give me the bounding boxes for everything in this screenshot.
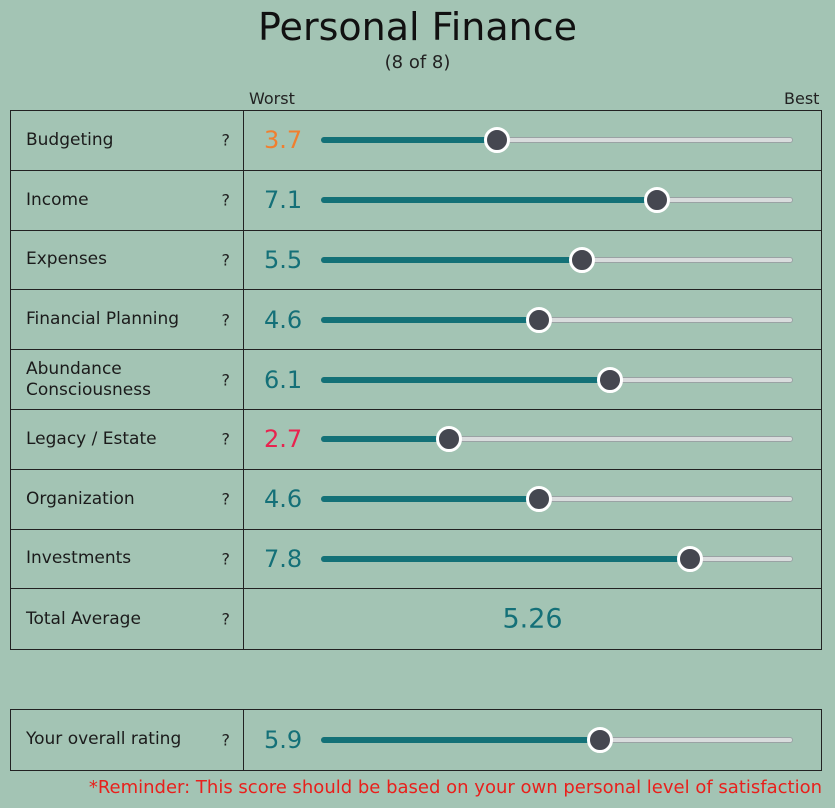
reminder-note: *Reminder: This score should be based on… <box>88 777 822 798</box>
help-icon[interactable]: ? <box>221 429 231 449</box>
help-icon[interactable]: ? <box>221 549 231 569</box>
slider-thumb[interactable] <box>677 545 704 572</box>
rating-row-budgeting: Budgeting ? 3.7 <box>11 111 821 171</box>
slider-thumb[interactable] <box>526 306 553 333</box>
overall-rating-row: Your overall rating ? 5.9 <box>11 710 821 770</box>
help-icon[interactable]: ? <box>221 730 231 750</box>
rating-slider[interactable] <box>321 545 793 572</box>
scale-min-label: Worst <box>249 89 295 108</box>
rating-table: Budgeting ? 3.7 Income ? 7.1 Expenses ? <box>10 110 822 651</box>
overall-rating-box: Your overall rating ? 5.9 <box>10 709 822 771</box>
slider-fill <box>321 736 600 743</box>
scale-max-label: Best <box>784 89 820 108</box>
rating-row-investments: Investments ? 7.8 <box>11 529 821 590</box>
slider-thumb[interactable] <box>644 187 671 214</box>
score-value: 7.8 <box>264 544 303 573</box>
help-icon[interactable]: ? <box>221 190 231 210</box>
rating-slider[interactable] <box>321 306 793 333</box>
slider-fill <box>321 555 690 562</box>
total-average-label: Total Average <box>26 608 141 629</box>
category-label: Expenses <box>26 249 107 270</box>
rating-row-financial-planning: Financial Planning ? 4.6 <box>11 290 821 351</box>
overall-score-value: 5.9 <box>264 725 303 754</box>
rating-row-income: Income ? 7.1 <box>11 170 821 231</box>
slider-thumb[interactable] <box>483 127 510 154</box>
rating-row-abundance-consciousness: Abundance Consciousness ? 6.1 <box>11 350 821 410</box>
score-value: 2.7 <box>264 425 303 454</box>
slider-fill <box>321 197 657 204</box>
slider-fill <box>321 496 539 503</box>
score-value: 4.6 <box>264 485 303 514</box>
category-label: Financial Planning <box>26 309 180 330</box>
category-label: Legacy / Estate <box>26 428 157 449</box>
help-icon[interactable]: ? <box>221 130 231 150</box>
slider-thumb[interactable] <box>526 486 553 513</box>
rating-slider[interactable] <box>321 426 793 453</box>
slider-fill <box>321 256 581 263</box>
total-average-value: 5.26 <box>502 603 563 635</box>
category-label: Abundance Consciousness <box>26 358 151 400</box>
help-icon[interactable]: ? <box>221 609 231 629</box>
category-label: Investments <box>26 548 132 569</box>
rating-slider[interactable] <box>321 246 793 273</box>
slider-fill <box>321 436 449 443</box>
score-value: 4.6 <box>264 305 303 334</box>
rating-slider[interactable] <box>321 366 793 393</box>
slider-thumb[interactable] <box>568 246 595 273</box>
overall-rating-slider[interactable] <box>321 726 793 753</box>
rating-slider[interactable] <box>321 127 793 154</box>
help-icon[interactable]: ? <box>221 489 231 509</box>
slider-thumb[interactable] <box>596 366 623 393</box>
category-label: Organization <box>26 488 135 509</box>
slider-thumb[interactable] <box>587 726 614 753</box>
total-average-row: Total Average ? 5.26 <box>11 589 821 650</box>
page-title: Personal Finance <box>258 5 577 49</box>
score-value: 6.1 <box>264 365 303 394</box>
slider-thumb[interactable] <box>436 426 463 453</box>
slider-fill <box>321 376 609 383</box>
rating-row-organization: Organization ? 4.6 <box>11 469 821 530</box>
overall-rating-label: Your overall rating <box>26 729 182 750</box>
slider-fill <box>321 316 539 323</box>
page-subtitle: (8 of 8) <box>384 52 451 73</box>
help-icon[interactable]: ? <box>221 370 231 390</box>
rating-row-expenses: Expenses ? 5.5 <box>11 230 821 291</box>
slider-fill <box>321 137 496 144</box>
rating-slider[interactable] <box>321 486 793 513</box>
score-value: 3.7 <box>264 126 303 155</box>
score-value: 7.1 <box>264 186 303 215</box>
category-label: Income <box>26 189 89 210</box>
help-icon[interactable]: ? <box>221 310 231 330</box>
category-label: Budgeting <box>26 129 114 150</box>
help-icon[interactable]: ? <box>221 250 231 270</box>
rating-row-legacy-estate: Legacy / Estate ? 2.7 <box>11 409 821 470</box>
score-value: 5.5 <box>264 245 303 274</box>
rating-slider[interactable] <box>321 187 793 214</box>
